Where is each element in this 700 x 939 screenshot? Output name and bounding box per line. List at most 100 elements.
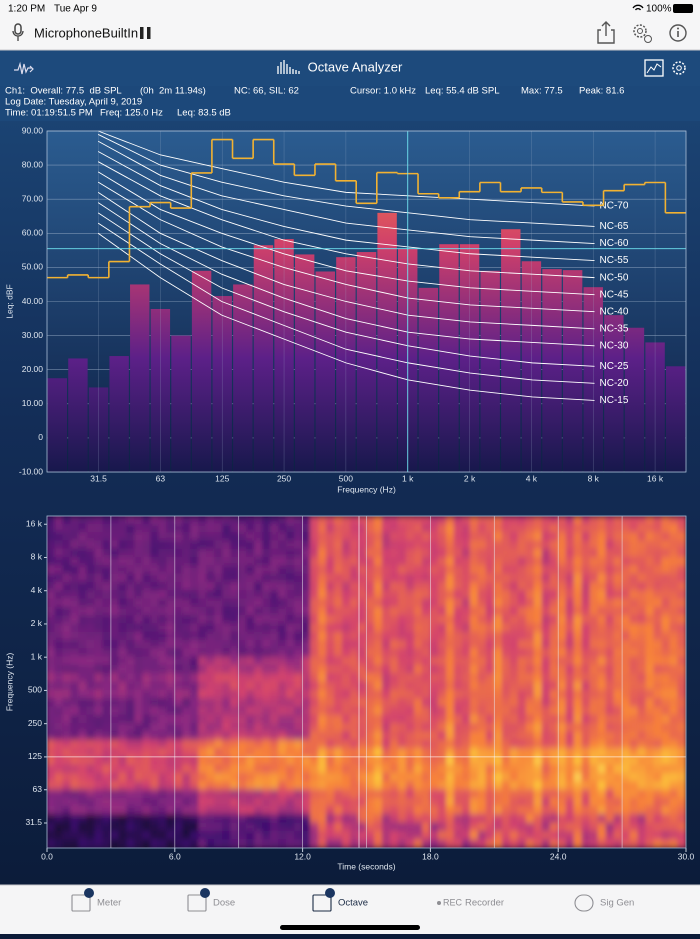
spectrogram-cell — [238, 772, 248, 783]
spectrogram-cell — [525, 664, 535, 675]
spectrogram-cell — [381, 673, 391, 683]
spectrogram-cell — [477, 723, 487, 733]
tab-badge — [325, 888, 335, 898]
spectrogram-cell — [350, 573, 360, 583]
spectrogram-cell — [589, 830, 599, 841]
spectrogram-cell — [453, 839, 463, 848]
mic-button[interactable] — [12, 23, 24, 41]
spectrogram-cell — [437, 756, 447, 766]
spectrogram-cell — [645, 532, 655, 542]
spectrogram-cell — [230, 706, 240, 716]
spectrogram-cell — [326, 523, 336, 534]
spectrogram-cell — [214, 557, 224, 567]
spectrogram-cell — [158, 640, 168, 650]
tab-button[interactable]: Sig Gen — [574, 894, 634, 912]
spectrogram-cell — [613, 839, 623, 848]
spectrogram-cell — [485, 523, 495, 534]
spectrogram-cell — [565, 590, 575, 600]
spectrogram-cell — [509, 731, 519, 741]
spectrogram-cell — [477, 516, 487, 525]
pause-button[interactable] — [140, 27, 151, 39]
spectrogram-cell — [597, 698, 607, 708]
spectrogram-cell — [182, 731, 192, 741]
spectrogram-cell — [350, 648, 360, 658]
spectrogram-cell — [453, 822, 463, 832]
spectrogram-cell — [230, 756, 240, 766]
info-cursor: Cursor: 1.0 kHz — [350, 86, 416, 97]
spectrogram-cell — [429, 797, 439, 807]
spectrogram-cell — [605, 581, 615, 592]
spectrogram-cell — [557, 814, 567, 824]
tab-button[interactable]: Dose — [187, 888, 235, 912]
spectrogram-cell — [334, 623, 344, 633]
spectrogram-cell — [182, 540, 192, 550]
spectrogram-cell — [270, 548, 280, 558]
spectrogram-cell — [302, 789, 312, 799]
waveform-button[interactable] — [14, 61, 34, 75]
spectrogram-cell — [597, 598, 607, 608]
spectrogram-cell — [278, 806, 288, 816]
spectrogram-cell — [669, 772, 679, 783]
info-button[interactable] — [669, 24, 687, 42]
spectrogram-cell — [469, 772, 479, 783]
spectrogram-cell — [294, 523, 304, 534]
tab-button[interactable]: REC Recorder — [437, 897, 504, 909]
y-tick-label: 90.00 — [22, 125, 44, 135]
octave-icon — [277, 60, 300, 74]
spectrogram-cell — [405, 756, 415, 766]
spectrogram-cell — [358, 548, 367, 558]
spectrogram-cell — [86, 590, 96, 600]
spectrogram-cell — [525, 723, 535, 733]
spectrogram-cell — [342, 698, 352, 708]
spectrogram-cell — [605, 673, 615, 683]
spectrogram-cell — [342, 516, 352, 525]
spectrogram-cell — [70, 764, 80, 774]
spectrogram-cell — [134, 698, 144, 708]
nav-settings-button[interactable] — [672, 61, 686, 75]
spectrogram-cell — [134, 797, 144, 807]
spectrogram-cell — [405, 590, 415, 600]
spectrogram-cell — [429, 739, 439, 749]
spectrogram-cell — [669, 548, 679, 558]
spectrogram-cell — [389, 656, 399, 666]
spectrogram-cell — [294, 623, 304, 633]
spectrogram-cell — [381, 573, 391, 583]
spectrogram-cell — [206, 689, 216, 700]
spectrogram-cell — [509, 781, 519, 791]
spectrogram-cell — [134, 590, 144, 600]
spectrogram-cell — [262, 557, 272, 567]
spectrogram-cell — [334, 764, 344, 774]
spectrogram-cell — [142, 764, 152, 774]
spectrogram-cell — [198, 747, 208, 758]
spectrogram-cell — [182, 739, 192, 749]
spectrogram-cell — [70, 731, 80, 741]
spectrogram-cell — [174, 598, 184, 608]
spectrogram-cell — [334, 739, 344, 749]
spectrogram-cell — [501, 548, 511, 558]
share-button[interactable] — [597, 21, 615, 44]
spectrogram-cell — [605, 540, 615, 550]
spectrogram-cell — [613, 606, 623, 617]
graph-button[interactable] — [644, 59, 664, 77]
spectrogram-cell — [142, 664, 152, 675]
tab-button[interactable]: Meter — [71, 888, 121, 912]
device-name[interactable]: MicrophoneBuiltIn — [34, 25, 138, 40]
spectrogram-cell — [669, 764, 679, 774]
spectrogram-cell — [565, 698, 575, 708]
spectrogram-cell — [669, 656, 679, 666]
spectrogram-cell — [469, 714, 479, 724]
spectrogram-cell — [645, 548, 655, 558]
spectrogram-cell — [158, 631, 168, 641]
spectrogram-cell — [366, 664, 375, 675]
spectrogram-cell — [517, 747, 527, 758]
spectrogram-cell — [94, 581, 104, 592]
spectrogram-cell — [334, 673, 344, 683]
spectrogram-cell — [421, 565, 431, 575]
spectrogram-cell — [517, 772, 527, 783]
spectrogram-cell — [294, 540, 304, 550]
spectrogram-cell — [413, 781, 423, 791]
settings-button[interactable] — [633, 24, 652, 43]
spectrogram-cell — [581, 830, 591, 841]
spectrogram-cell — [541, 523, 551, 534]
tab-button[interactable]: Octave — [312, 888, 368, 912]
